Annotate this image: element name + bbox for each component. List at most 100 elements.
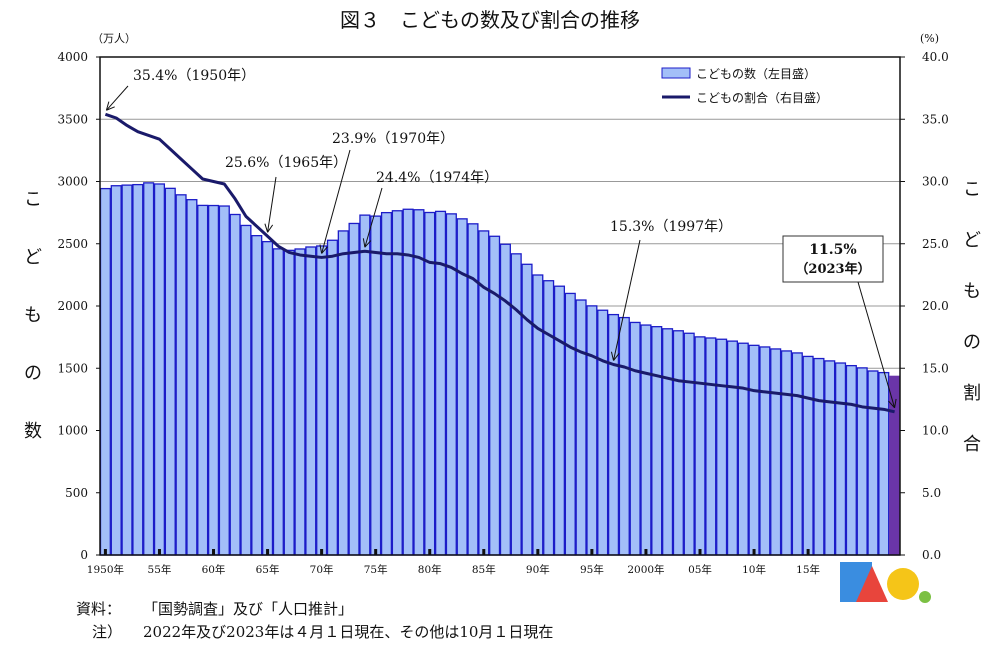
bar-1976 xyxy=(380,211,393,556)
bar-2013 xyxy=(780,350,793,556)
bar-1951 xyxy=(110,185,122,556)
x-tick-mark xyxy=(482,549,486,555)
arrow-head xyxy=(267,224,274,233)
arrow-head xyxy=(264,223,269,233)
bar-1963 xyxy=(240,224,252,556)
right-tick-label: 40.0 xyxy=(922,50,949,64)
bar-1998 xyxy=(618,316,630,556)
x-tick-label: 95年 xyxy=(580,563,604,576)
bar-1968 xyxy=(294,248,306,556)
annotation-1965: 25.6%（1965年） xyxy=(225,155,347,233)
bar-2023 xyxy=(889,375,901,556)
bar-2005 xyxy=(694,336,706,556)
right-tick-label: 15.0 xyxy=(922,361,949,375)
chart-title: 図３ こどもの数及び割合の推移 xyxy=(340,8,640,32)
logo-icon xyxy=(840,562,931,603)
x-tick-label: 2000年 xyxy=(627,563,664,576)
bar-2006 xyxy=(705,337,717,556)
bar-1958 xyxy=(186,199,198,556)
right-axis-title: 割 xyxy=(963,383,981,404)
annotation-label: 15.3%（1997年） xyxy=(610,219,732,235)
x-tick-label: 10年 xyxy=(742,563,766,576)
x-tick-label: 85年 xyxy=(472,563,496,576)
bar-2014 xyxy=(791,352,803,556)
bar-1954 xyxy=(143,182,155,556)
bar-1965 xyxy=(262,240,274,556)
bar-2019 xyxy=(845,364,857,556)
left-axis-unit: （万人） xyxy=(92,32,136,45)
x-tick-label: 75年 xyxy=(364,563,388,576)
annotation-arrow xyxy=(857,281,896,408)
left-tick-label: 2000 xyxy=(57,299,88,313)
bar-1997 xyxy=(607,313,620,556)
left-axis-title: も xyxy=(24,305,42,326)
bar-1995 xyxy=(586,305,598,556)
left-tick-label: 3000 xyxy=(57,175,88,189)
bar-2015 xyxy=(802,355,814,556)
left-tick-label: 1000 xyxy=(57,424,88,438)
left-tick-label: 500 xyxy=(65,486,88,500)
bar-1986 xyxy=(489,235,501,556)
bar-1960 xyxy=(207,204,220,556)
arrow-head xyxy=(321,246,328,254)
bar-2016 xyxy=(813,357,825,556)
x-tick-label: 15年 xyxy=(796,563,820,576)
note-label: 注） xyxy=(92,623,123,641)
legend-bar-swatch xyxy=(661,67,691,79)
bar-1990 xyxy=(532,274,544,556)
left-tick-label: 3500 xyxy=(57,112,88,126)
x-tick-label: 05年 xyxy=(688,563,712,576)
legend-bar-label: こどもの数（左目盛） xyxy=(696,66,816,81)
bar-2018 xyxy=(834,362,847,556)
bar-2010 xyxy=(748,344,760,556)
x-tick-mark xyxy=(752,549,756,555)
bar-1971 xyxy=(326,239,338,556)
bar-1959 xyxy=(197,204,209,556)
annotation-arrow xyxy=(321,149,351,254)
annotation-label: 25.6%（1965年） xyxy=(225,155,347,171)
bar-1999 xyxy=(629,321,641,556)
x-tick-label: 80年 xyxy=(418,563,442,576)
x-tick-label: 70年 xyxy=(310,563,334,576)
bar-1984 xyxy=(467,223,479,556)
bar-1991 xyxy=(543,280,555,556)
bar-1966 xyxy=(272,248,284,556)
arrow-head xyxy=(610,351,614,361)
bar-1973 xyxy=(348,222,360,556)
bar-1964 xyxy=(251,235,263,556)
bar-2012 xyxy=(770,348,782,556)
right-axis-title: も xyxy=(963,281,981,302)
x-tick-label: 65年 xyxy=(256,563,280,576)
bar-2022 xyxy=(878,371,890,556)
right-axis-title: の xyxy=(963,332,981,353)
right-tick-label: 0.0 xyxy=(922,548,941,562)
right-axis-unit: (%) xyxy=(920,32,939,45)
right-axis-title: こ xyxy=(963,179,981,200)
left-tick-label: 4000 xyxy=(57,50,88,64)
bar-1957 xyxy=(175,194,187,556)
left-tick-label: 2500 xyxy=(57,237,88,251)
bar-1983 xyxy=(456,218,468,556)
bar-2009 xyxy=(737,342,749,556)
bar-1996 xyxy=(597,309,609,556)
bar-1950 xyxy=(99,187,111,556)
left-axis-title: こ xyxy=(24,189,42,210)
arrow-head xyxy=(319,244,323,254)
x-tick-mark xyxy=(266,549,270,555)
bar-2001 xyxy=(651,326,663,556)
annotation-arrow xyxy=(364,187,383,248)
annotation-arrow xyxy=(106,85,129,111)
bar-1987 xyxy=(499,243,511,556)
bar-2002 xyxy=(662,328,674,556)
arrow-head xyxy=(613,353,620,361)
x-tick-mark xyxy=(590,549,594,555)
right-tick-label: 5.0 xyxy=(922,486,941,500)
right-axis-title: 合 xyxy=(963,434,981,455)
x-tick-mark xyxy=(212,549,216,555)
x-tick-mark xyxy=(320,549,324,555)
annotation-1974: 24.4%（1974年） xyxy=(362,170,498,248)
bar-1985 xyxy=(478,230,490,556)
bar-2011 xyxy=(759,346,771,556)
source-text: 「国勢調査」及び「人口推計」 xyxy=(143,600,354,618)
